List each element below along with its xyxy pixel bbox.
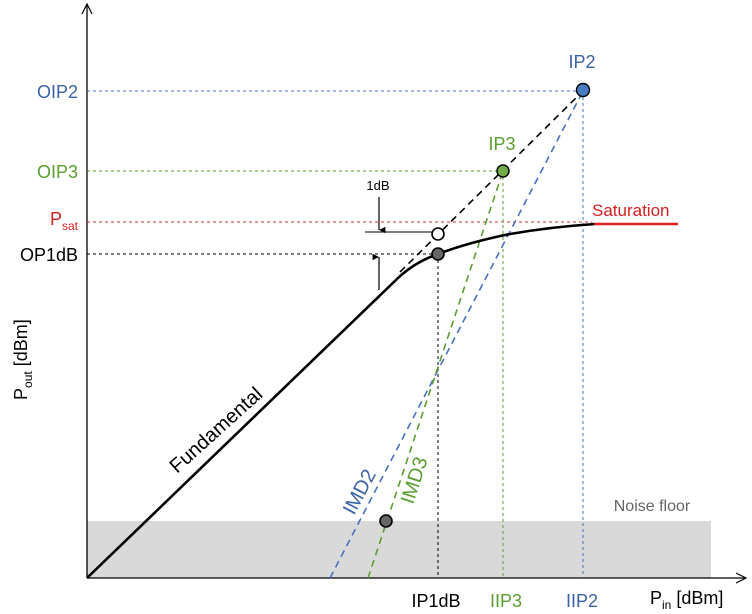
ip2-marker <box>575 82 591 98</box>
saturation-label: Saturation <box>592 201 670 220</box>
imd3-label: IMD3 <box>397 454 433 506</box>
ip3-label: IP3 <box>488 134 515 154</box>
oip3-tick-label: OIP3 <box>37 162 78 182</box>
p1db-marker <box>431 247 445 261</box>
y-axis-label: Pout[dBm] <box>11 319 35 400</box>
imd2-line <box>329 90 584 579</box>
psat-tick-label: Psat <box>50 209 79 233</box>
iip3-tick-label: IIP3 <box>490 591 522 611</box>
fundamental-extrapolation-line <box>399 90 584 273</box>
fundamental-curve <box>86 222 596 579</box>
ip2-label: IP2 <box>568 52 595 72</box>
ip1db-tick-label: IP1dB <box>411 591 460 611</box>
fundamental-label: Fundamental <box>166 383 267 477</box>
iip2-tick-label: IIP2 <box>566 591 598 611</box>
op1db-tick-label: OP1dB <box>20 245 78 265</box>
noise-floor-band <box>87 521 711 578</box>
noise-floor-marker <box>379 514 393 528</box>
x-axis-label: Pin [dBm] <box>650 588 723 612</box>
oip2-tick-label: OIP2 <box>37 82 78 102</box>
noise-floor-label: Noise floor <box>614 498 691 515</box>
ip3-marker <box>496 164 510 178</box>
one-db-label: 1dB <box>366 178 389 193</box>
p1db-extrapolated-marker <box>431 227 445 241</box>
